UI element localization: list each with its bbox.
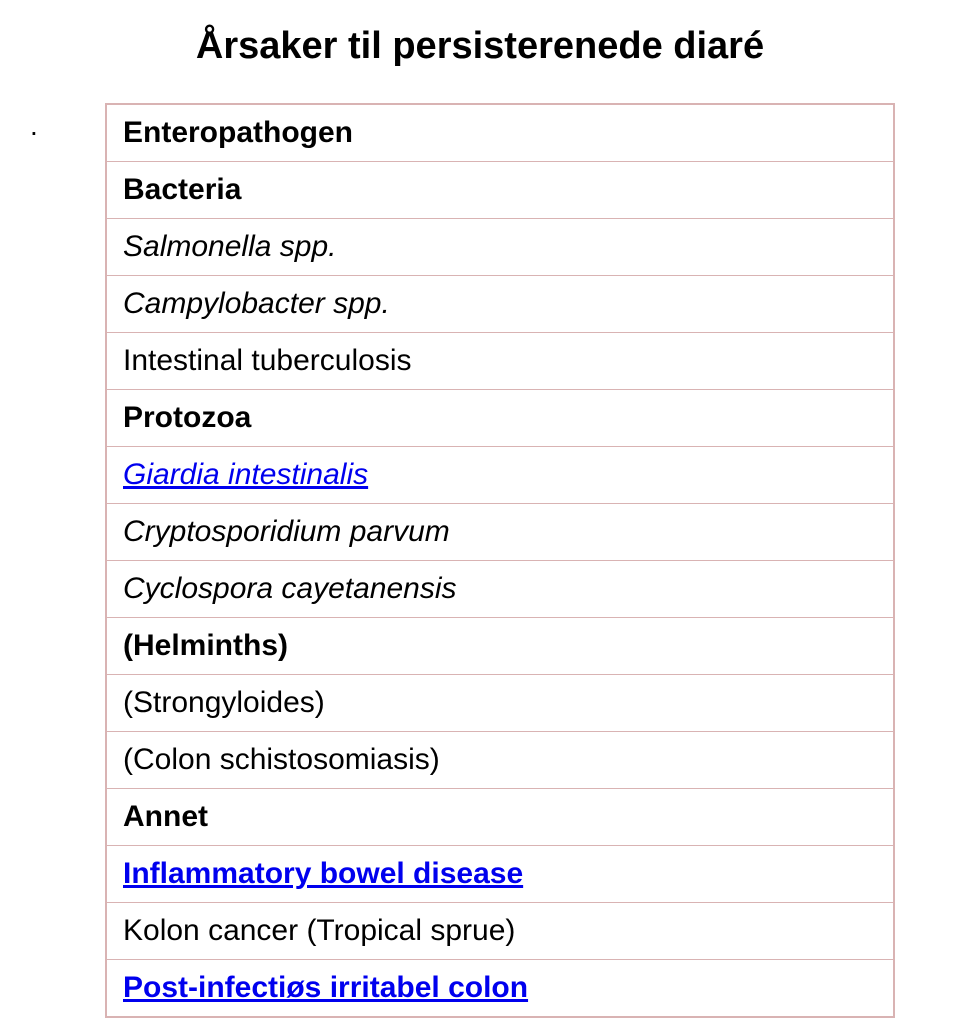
table-cell: Cryptosporidium parvum [106, 504, 894, 561]
cell-text: (Colon schistosomiasis) [123, 743, 440, 776]
causes-table: Enteropathogen Bacteria Salmonella spp. Cam… [105, 103, 895, 1018]
cell-text[interactable]: Inflammatory bowel disease [123, 857, 523, 890]
cell-text[interactable]: Post-infectiøs irritabel colon [123, 971, 528, 1004]
table-row: Intestinal tuberculosis [106, 333, 894, 390]
table-cell: Cyclospora cayetanensis [106, 561, 894, 618]
table-cell: Campylobacter spp. [106, 276, 894, 333]
table-row: Giardia intestinalis [106, 447, 894, 504]
table-row: (Colon schistosomiasis) [106, 732, 894, 789]
table-cell: Bacteria [106, 162, 894, 219]
cell-text: Cryptosporidium parvum [123, 515, 450, 548]
table-row: (Helminths) [106, 618, 894, 675]
cell-text: Enteropathogen [123, 116, 353, 149]
table-row: Cryptosporidium parvum [106, 504, 894, 561]
cell-text: Salmonella spp. [123, 230, 336, 263]
table-cell: Protozoa [106, 390, 894, 447]
bullet-dot: . [30, 110, 38, 142]
table-cell: Intestinal tuberculosis [106, 333, 894, 390]
table-row: Cyclospora cayetanensis [106, 561, 894, 618]
table-cell: Kolon cancer (Tropical sprue) [106, 903, 894, 960]
table-row: (Strongyloides) [106, 675, 894, 732]
table-row: Post-infectiøs irritabel colon [106, 960, 894, 1018]
cell-text: Annet [123, 800, 208, 833]
table-cell: Inflammatory bowel disease [106, 846, 894, 903]
table-cell: (Colon schistosomiasis) [106, 732, 894, 789]
page-title: Årsaker til persisterenede diaré [70, 25, 890, 68]
cell-text: Bacteria [123, 173, 241, 206]
table-row: Kolon cancer (Tropical sprue) [106, 903, 894, 960]
cell-text: Cyclospora cayetanensis [123, 572, 457, 605]
cell-text: (Helminths) [123, 629, 288, 662]
cell-text: (Strongyloides) [123, 686, 325, 719]
table-row: Campylobacter spp. [106, 276, 894, 333]
table-row: Enteropathogen [106, 104, 894, 162]
table-cell: Annet [106, 789, 894, 846]
cell-text: Protozoa [123, 401, 251, 434]
table-row: Annet [106, 789, 894, 846]
cell-text[interactable]: Giardia intestinalis [123, 458, 368, 491]
table-cell: Giardia intestinalis [106, 447, 894, 504]
table-cell: (Strongyloides) [106, 675, 894, 732]
table-cell: (Helminths) [106, 618, 894, 675]
table-row: Salmonella spp. [106, 219, 894, 276]
cell-text: Kolon cancer (Tropical sprue) [123, 914, 515, 947]
table-row: Protozoa [106, 390, 894, 447]
table-row: Bacteria [106, 162, 894, 219]
cell-text: Intestinal tuberculosis [123, 344, 412, 377]
cell-text: Campylobacter spp. [123, 287, 390, 320]
table-cell: Enteropathogen [106, 104, 894, 162]
table-row: Inflammatory bowel disease [106, 846, 894, 903]
table-cell: Salmonella spp. [106, 219, 894, 276]
table-cell: Post-infectiøs irritabel colon [106, 960, 894, 1018]
